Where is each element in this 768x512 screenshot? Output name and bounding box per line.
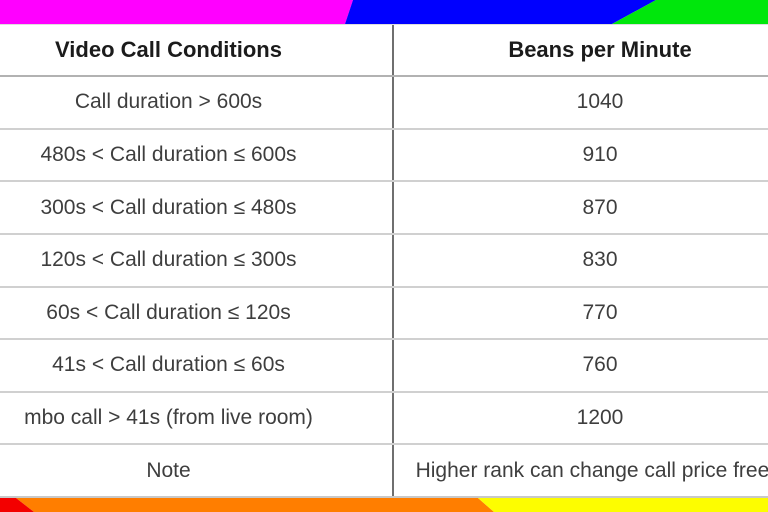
beans-cell: 770	[582, 300, 618, 324]
condition-cell: 60s < Call duration ≤ 120s	[0, 287, 394, 339]
condition-cell: Call duration > 600s	[0, 77, 394, 128]
top-strip-magenta-segment	[0, 0, 353, 24]
table-row: 480s < Call duration ≤ 600s 910	[0, 127, 768, 181]
top-strip-blue-segment	[345, 0, 656, 24]
top-strip-green-segment	[612, 0, 768, 24]
condition-cell: 300s < Call duration ≤ 480s	[0, 182, 394, 233]
note-value-cell: Higher rank can change call price freely	[415, 458, 768, 482]
table-row: 300s < Call duration ≤ 480s 870	[0, 180, 768, 233]
column-header-beans: Beans per Minute	[508, 37, 692, 62]
condition-cell: 41s < Call duration ≤ 60s	[0, 340, 394, 391]
table-row: 41s < Call duration ≤ 60s 760	[0, 338, 768, 391]
beans-cell: 1200	[576, 406, 624, 430]
beans-per-minute-table: Video Call Conditions Beans per Minute C…	[0, 24, 768, 498]
column-header-conditions: Video Call Conditions	[0, 25, 394, 75]
condition-cell: 120s < Call duration ≤ 300s	[0, 234, 394, 286]
table-row: Call duration > 600s 1040	[0, 77, 768, 128]
table-row: 60s < Call duration ≤ 120s 770	[0, 285, 768, 339]
bottom-strip-yellow-segment	[478, 498, 768, 512]
beans-cell: 910	[582, 142, 618, 166]
table-row: 120s < Call duration ≤ 300s 830	[0, 232, 768, 286]
beans-cell: 1040	[576, 90, 624, 114]
condition-cell: 480s < Call duration ≤ 600s	[0, 129, 394, 181]
bottom-strip-orange-segment	[16, 498, 494, 512]
top-color-strip	[0, 0, 768, 24]
table-row: mbo call > 41s (from live room) 1200	[0, 390, 768, 444]
bottom-strip-red-segment	[0, 498, 34, 512]
beans-cell: 870	[582, 195, 618, 219]
table-body: Call duration > 600s 1040 480s < Call du…	[0, 77, 768, 496]
bottom-color-strip	[0, 498, 768, 512]
beans-cell: 760	[582, 353, 618, 377]
beans-cell: 830	[582, 248, 618, 272]
condition-cell: mbo call > 41s (from live room)	[0, 392, 394, 444]
table-row-note: Note Higher rank can change call price f…	[0, 443, 768, 496]
table-header-row: Video Call Conditions Beans per Minute	[0, 25, 768, 77]
note-label-cell: Note	[0, 445, 394, 496]
